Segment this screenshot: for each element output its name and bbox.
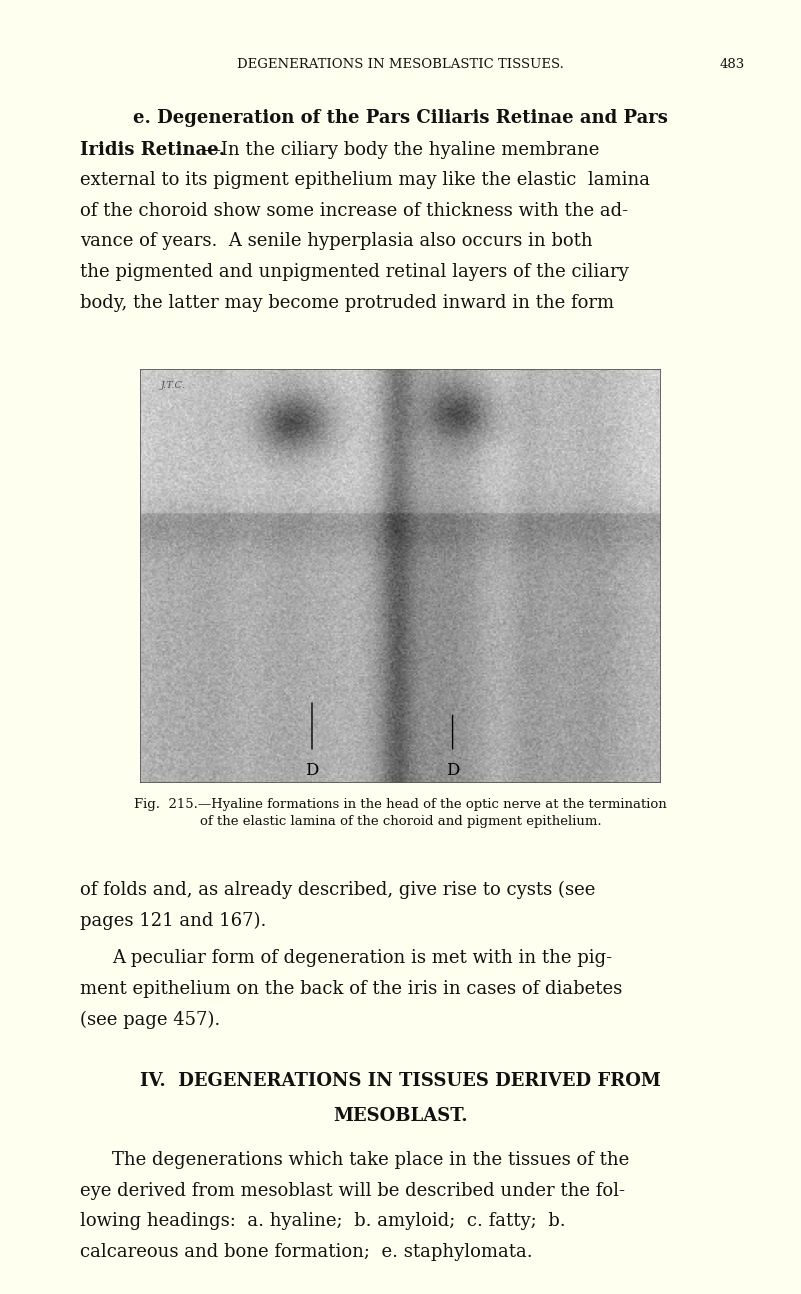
Text: D: D — [305, 762, 319, 779]
Text: calcareous and bone formation;  e. staphylomata.: calcareous and bone formation; e. staphy… — [80, 1242, 533, 1260]
Text: of the choroid show some increase of thickness with the ad-: of the choroid show some increase of thi… — [80, 202, 628, 220]
Text: A peculiar form of degeneration is met with in the pig-: A peculiar form of degeneration is met w… — [112, 950, 612, 968]
Text: body, the latter may become protruded inward in the form: body, the latter may become protruded in… — [80, 294, 614, 312]
Text: 483: 483 — [719, 58, 745, 71]
Text: lowing headings:  a. hyaline;  b. amyloid;  c. fatty;  b.: lowing headings: a. hyaline; b. amyloid;… — [80, 1212, 566, 1231]
Text: of folds and, as already described, give rise to cysts (see: of folds and, as already described, give… — [80, 881, 595, 899]
Text: external to its pigment epithelium may like the elastic  lamina: external to its pigment epithelium may l… — [80, 171, 650, 189]
Text: Fig.  215.—Hyaline formations in the head of the optic nerve at the termination
: Fig. 215.—Hyaline formations in the head… — [134, 798, 667, 828]
Text: —In the ciliary body the hyaline membrane: —In the ciliary body the hyaline membran… — [203, 141, 599, 159]
Text: DEGENERATIONS IN MESOBLASTIC TISSUES.: DEGENERATIONS IN MESOBLASTIC TISSUES. — [237, 58, 564, 71]
Text: ment epithelium on the back of the iris in cases of diabetes: ment epithelium on the back of the iris … — [80, 980, 622, 998]
Text: eye derived from mesoblast will be described under the fol-: eye derived from mesoblast will be descr… — [80, 1181, 625, 1200]
Text: pages 121 and 167).: pages 121 and 167). — [80, 912, 267, 930]
Bar — [140, 369, 661, 783]
Text: J.T.C.: J.T.C. — [161, 382, 186, 391]
Text: Iridis Retinae.: Iridis Retinae. — [80, 141, 225, 159]
Text: The degenerations which take place in the tissues of the: The degenerations which take place in th… — [112, 1152, 630, 1168]
Text: D: D — [446, 762, 459, 779]
Text: the pigmented and unpigmented retinal layers of the ciliary: the pigmented and unpigmented retinal la… — [80, 263, 629, 281]
Text: e. Degeneration of the Pars Ciliaris Retinae and Pars: e. Degeneration of the Pars Ciliaris Ret… — [133, 109, 668, 127]
Text: MESOBLAST.: MESOBLAST. — [333, 1106, 468, 1124]
Text: (see page 457).: (see page 457). — [80, 1011, 220, 1029]
Text: IV.  DEGENERATIONS IN TISSUES DERIVED FROM: IV. DEGENERATIONS IN TISSUES DERIVED FRO… — [140, 1071, 661, 1090]
Text: vance of years.  A senile hyperplasia also occurs in both: vance of years. A senile hyperplasia als… — [80, 233, 593, 251]
